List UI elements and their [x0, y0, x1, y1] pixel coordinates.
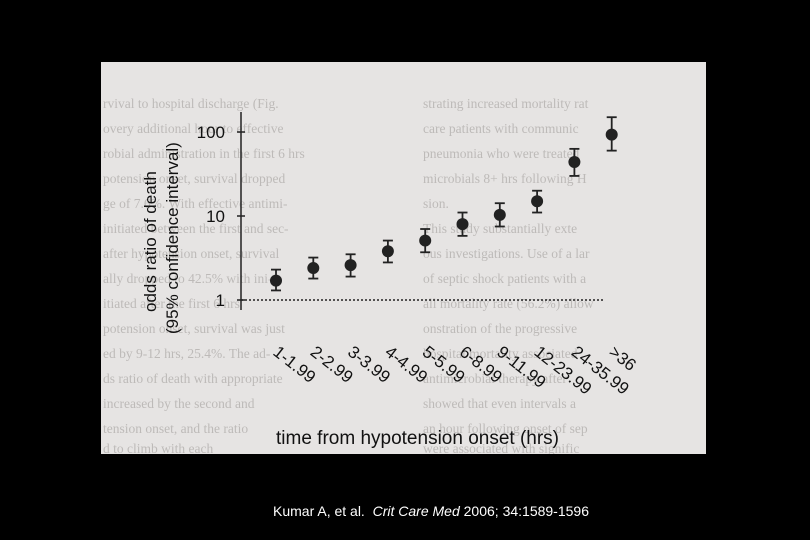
y-axis-title: odds ratio of death (95% confidence inte…	[141, 142, 182, 334]
svg-text:potension onset, survival was: potension onset, survival was just	[103, 321, 285, 336]
data-point	[456, 218, 469, 231]
data-point	[381, 245, 394, 258]
svg-text:itiated after the first 6 hrs: itiated after the first 6 hrs	[103, 296, 240, 311]
error-bar-group	[531, 189, 544, 214]
x-tick-label: 2-2.99	[307, 342, 357, 387]
data-point	[307, 262, 320, 275]
data-point	[419, 234, 432, 247]
error-bar-group	[419, 228, 432, 254]
figure-image: rvival to hospital discharge (Fig. overy…	[101, 62, 706, 454]
svg-text:after hypotension onset, survi: after hypotension onset, survival	[103, 246, 279, 261]
error-bar-group	[307, 256, 320, 280]
error-bar-chart: rvival to hospital discharge (Fig. overy…	[103, 96, 640, 454]
svg-text:of septic shock patients with: of septic shock patients with a	[423, 271, 586, 286]
y-tick-label: 1	[216, 291, 225, 310]
data-point	[344, 259, 357, 272]
x-axis-title: time from hypotension onset (hrs)	[276, 428, 559, 449]
data-marks	[270, 116, 618, 292]
error-bar-group	[456, 211, 469, 237]
svg-text:rvival to hospital discharge (: rvival to hospital discharge (Fig.	[103, 96, 279, 111]
svg-text:ous investigations. Use of a l: ous investigations. Use of a lar	[423, 246, 590, 261]
data-point	[605, 128, 618, 141]
data-point	[568, 155, 581, 168]
svg-text:an hour following onset of sep: an hour following onset of sep	[423, 421, 588, 436]
svg-text:ge of 7.6%. With effective ant: ge of 7.6%. With effective antimi-	[103, 196, 288, 211]
error-bar-group	[493, 202, 506, 228]
data-point	[270, 274, 282, 287]
error-bar-group	[605, 116, 618, 152]
svg-text:robial administration in the f: robial administration in the first 6 hrs	[103, 146, 305, 161]
svg-text:d to climb with each: d to climb with each	[103, 441, 213, 454]
svg-text:were associated with signific: were associated with signific	[423, 441, 579, 454]
svg-text:all mortality rate (56.2%) all: all mortality rate (56.2%) allow	[423, 296, 594, 311]
svg-text:microbials 8+ hrs following H: microbials 8+ hrs following H	[423, 171, 587, 186]
citation: Kumar A, et al. Crit Care Med 2006; 34:1…	[0, 503, 810, 519]
data-point	[531, 195, 544, 208]
svg-text:strating increased mortality r: strating increased mortality rat	[423, 96, 589, 111]
citation-authors: Kumar A, et al.	[273, 503, 365, 519]
svg-text:ally dropped to 42.5% with ini: ally dropped to 42.5% with ini-	[103, 271, 273, 286]
y-tick-label: 100	[197, 123, 225, 142]
svg-text:ed by 9-12 hrs, 25.4%. The ad-: ed by 9-12 hrs, 25.4%. The ad-	[103, 346, 271, 361]
data-point	[493, 208, 506, 221]
error-bar-group	[344, 253, 357, 278]
error-bar-group	[270, 268, 282, 292]
svg-text:pneumonia who were treated: pneumonia who were treated	[423, 146, 580, 161]
svg-text:hospital mortality associated: hospital mortality associated	[423, 346, 578, 361]
citation-journal: Crit Care Med	[372, 503, 460, 519]
y-axis-label-line-1: odds ratio of death	[141, 171, 160, 312]
svg-text:tension onset, and the ratio: tension onset, and the ratio	[103, 421, 248, 436]
error-bar-group	[381, 239, 394, 264]
svg-text:potension onset, survival drop: potension onset, survival dropped	[103, 171, 285, 186]
svg-text:onstration of the progressive: onstration of the progressive	[423, 321, 577, 336]
svg-text:showed that even intervals a: showed that even intervals a	[423, 396, 576, 411]
y-tick-label: 10	[206, 207, 225, 226]
svg-text:care patients with communic: care patients with communic	[423, 121, 579, 136]
svg-text:antimicrobial therapy after: antimicrobial therapy after	[423, 371, 567, 386]
error-bar-group	[568, 147, 581, 177]
x-tick-label: 3-3.99	[344, 342, 394, 387]
svg-text:increased by the second and: increased by the second and	[103, 396, 255, 411]
citation-details: 2006; 34:1589-1596	[463, 503, 589, 519]
svg-text:overy additional hour to effec: overy additional hour to effective	[103, 121, 283, 136]
svg-text:ds ratio of death with appropr: ds ratio of death with appropriate	[103, 371, 283, 386]
svg-text:sion.: sion.	[423, 196, 449, 211]
y-axis-label-line-2: (95% confidence interval)	[163, 142, 182, 334]
svg-text:initiated between the first an: initiated between the first and sec-	[103, 221, 289, 236]
